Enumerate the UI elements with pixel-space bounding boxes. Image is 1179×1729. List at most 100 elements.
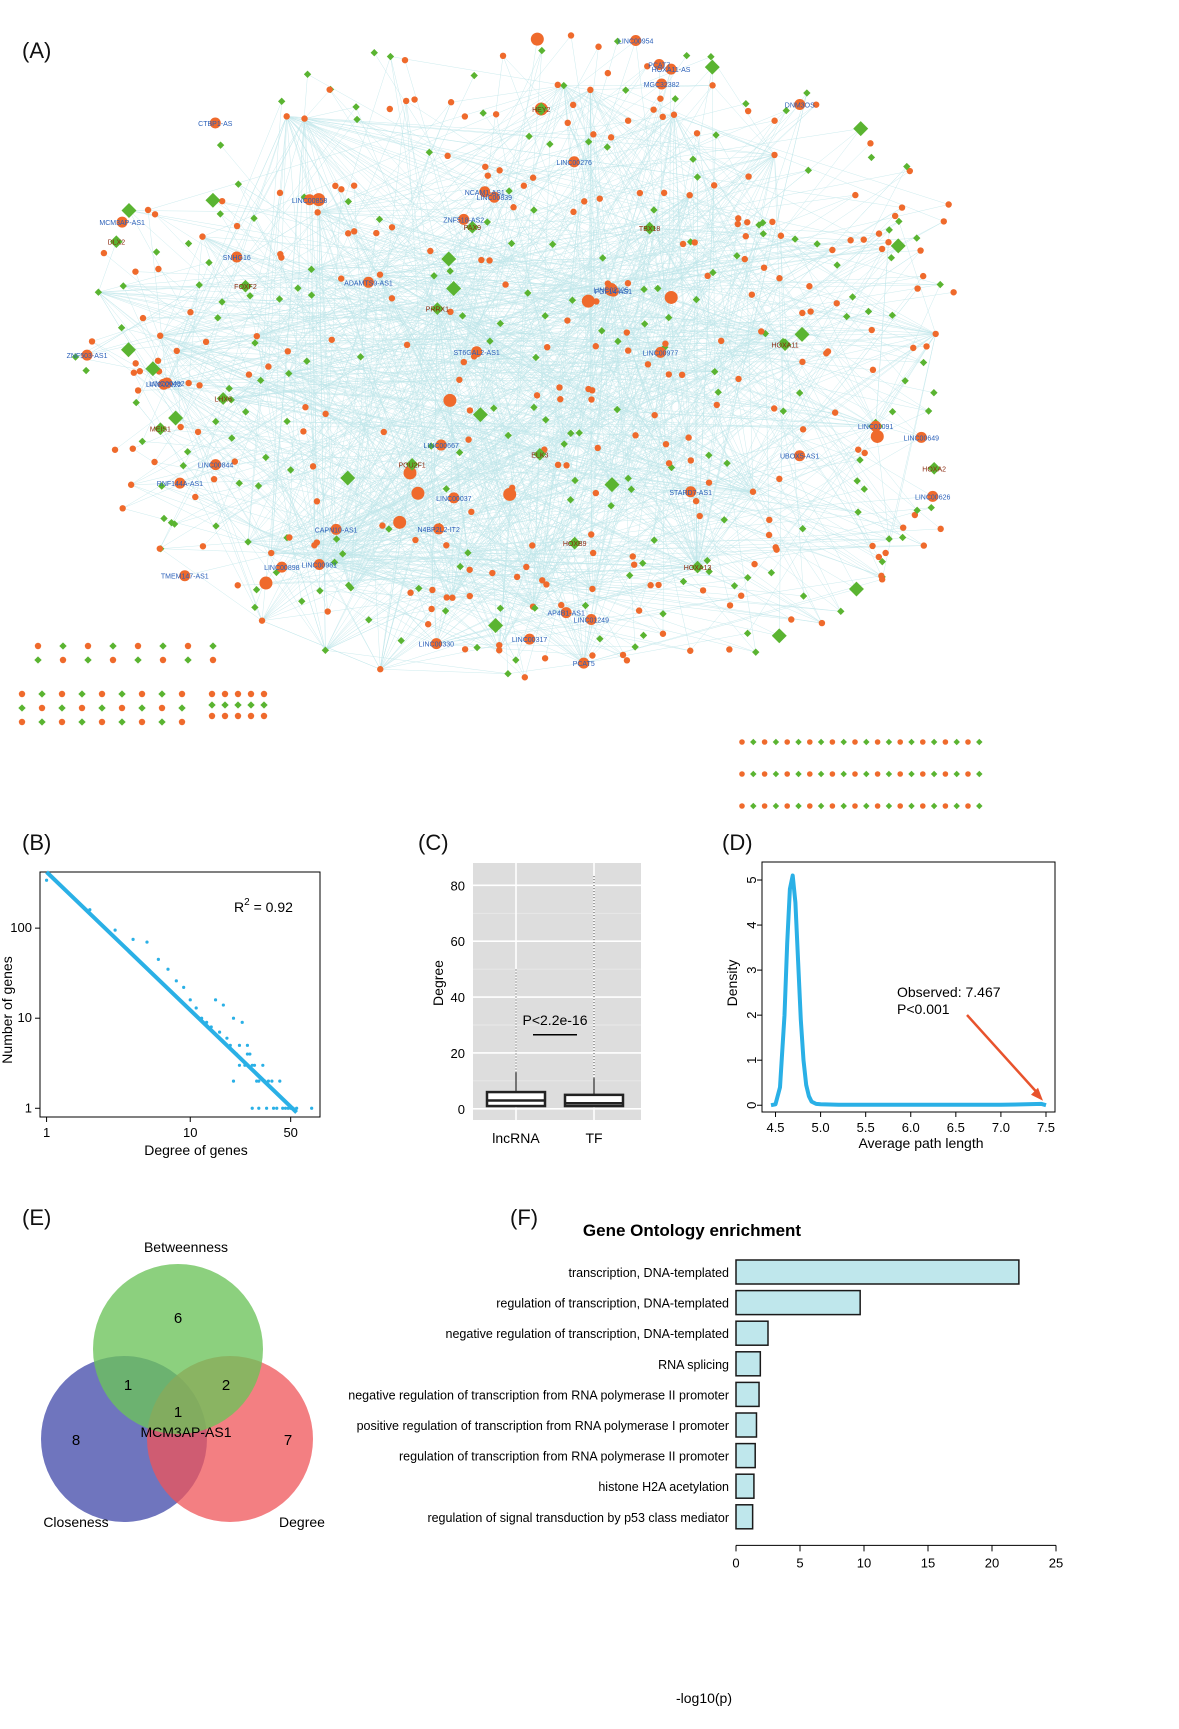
lncrna-node xyxy=(920,803,926,809)
lncrna-node xyxy=(710,182,718,189)
tf-node xyxy=(538,46,546,55)
b-point xyxy=(278,1079,282,1083)
network-edge xyxy=(271,224,760,554)
tf-node xyxy=(930,389,938,397)
network-edge xyxy=(673,114,873,547)
lncrna-node xyxy=(906,167,914,175)
tf-node xyxy=(415,584,423,593)
lncrna-node xyxy=(401,56,409,64)
lncrna-node xyxy=(726,602,734,609)
tf-node xyxy=(504,431,512,440)
lncrna-node xyxy=(739,739,745,745)
tf-node xyxy=(750,770,757,778)
lncrna-node xyxy=(386,105,394,113)
network-edge xyxy=(142,308,438,319)
lncrna-node xyxy=(403,466,417,480)
network-edge xyxy=(288,373,352,588)
lncrna-node xyxy=(593,298,600,305)
lncrna-node xyxy=(118,704,126,712)
network-edge xyxy=(433,227,473,276)
network-edge xyxy=(592,390,754,492)
lncrna-node xyxy=(482,163,489,170)
lncrna-node xyxy=(544,343,551,351)
network-edge xyxy=(135,236,203,403)
network-edge xyxy=(176,106,357,352)
network-edge xyxy=(75,356,754,492)
lncrna-node xyxy=(657,95,664,102)
network-edge xyxy=(135,118,305,403)
lncrna-node xyxy=(496,647,503,654)
tf-node xyxy=(795,802,802,810)
lncrna-node xyxy=(184,642,192,650)
network-edge xyxy=(489,104,817,342)
tf-node xyxy=(856,456,864,464)
network-edge xyxy=(271,116,287,554)
tf-node xyxy=(179,462,187,470)
lncrna-node xyxy=(861,449,868,457)
lncrna-node xyxy=(788,616,795,623)
gene-label: LINC00954 xyxy=(618,39,654,46)
tf-node xyxy=(709,268,717,277)
lncrna-node xyxy=(129,445,136,452)
tf-node xyxy=(473,643,481,652)
lncrna-node xyxy=(594,444,601,452)
network-edge xyxy=(276,154,775,573)
tf-node xyxy=(908,802,915,810)
lncrna-node xyxy=(807,308,814,315)
network-edge xyxy=(195,333,936,498)
lncrna-node xyxy=(569,101,577,109)
lncrna-node xyxy=(589,387,596,394)
lncrna-node xyxy=(447,308,454,316)
lncrna-node xyxy=(492,111,500,118)
lncrna-node xyxy=(870,429,884,443)
lncrna-node xyxy=(154,357,162,364)
lncrna-node xyxy=(920,771,926,777)
gene-label: ADAMTS9-AS1 xyxy=(344,280,393,287)
lncrna-node xyxy=(885,239,892,246)
network-edge xyxy=(642,467,672,564)
lncrna-node xyxy=(412,536,419,544)
lncrna-node xyxy=(581,198,588,205)
network-edge xyxy=(449,270,576,481)
network-edge xyxy=(91,341,500,651)
lncrna-node xyxy=(286,534,293,541)
network-edge xyxy=(780,235,784,342)
lncrna-node xyxy=(751,560,758,568)
tf-node xyxy=(496,604,505,612)
b-xlabel: Degree of genes xyxy=(144,1142,248,1158)
tf-node xyxy=(571,476,579,485)
lncrna-node xyxy=(632,432,639,439)
tf-node xyxy=(613,405,621,414)
network-edge xyxy=(765,333,770,535)
lncrna-node xyxy=(605,284,617,296)
lncrna-node xyxy=(116,216,128,228)
tf-node xyxy=(864,307,873,316)
lncrna-node xyxy=(709,82,716,89)
lncrna-node xyxy=(202,338,210,346)
tf-node xyxy=(183,448,192,456)
network-edge xyxy=(436,449,859,644)
lncrna-node xyxy=(776,475,783,483)
b-point xyxy=(217,1030,222,1034)
b-point xyxy=(194,1006,198,1010)
c-box xyxy=(563,1093,625,1108)
tf-node xyxy=(246,292,254,300)
tf-node xyxy=(524,289,532,297)
lncrna-node xyxy=(159,656,167,664)
tf-node xyxy=(887,254,896,262)
network-edge xyxy=(122,508,249,543)
tf-node xyxy=(464,549,472,557)
gene-label: HOXA11-AS xyxy=(652,67,691,74)
network-edge xyxy=(671,329,872,468)
lncrna-node xyxy=(635,607,643,614)
network-edge xyxy=(319,564,659,586)
lncrna-node xyxy=(897,739,903,745)
tf-node xyxy=(779,407,788,415)
network-edge xyxy=(318,199,337,540)
network-edge xyxy=(286,116,385,433)
lncrna-node xyxy=(758,328,765,335)
f-bar xyxy=(735,1381,760,1408)
lncrna-node xyxy=(847,237,854,244)
b-point xyxy=(250,1063,254,1067)
tf-node xyxy=(303,70,312,78)
